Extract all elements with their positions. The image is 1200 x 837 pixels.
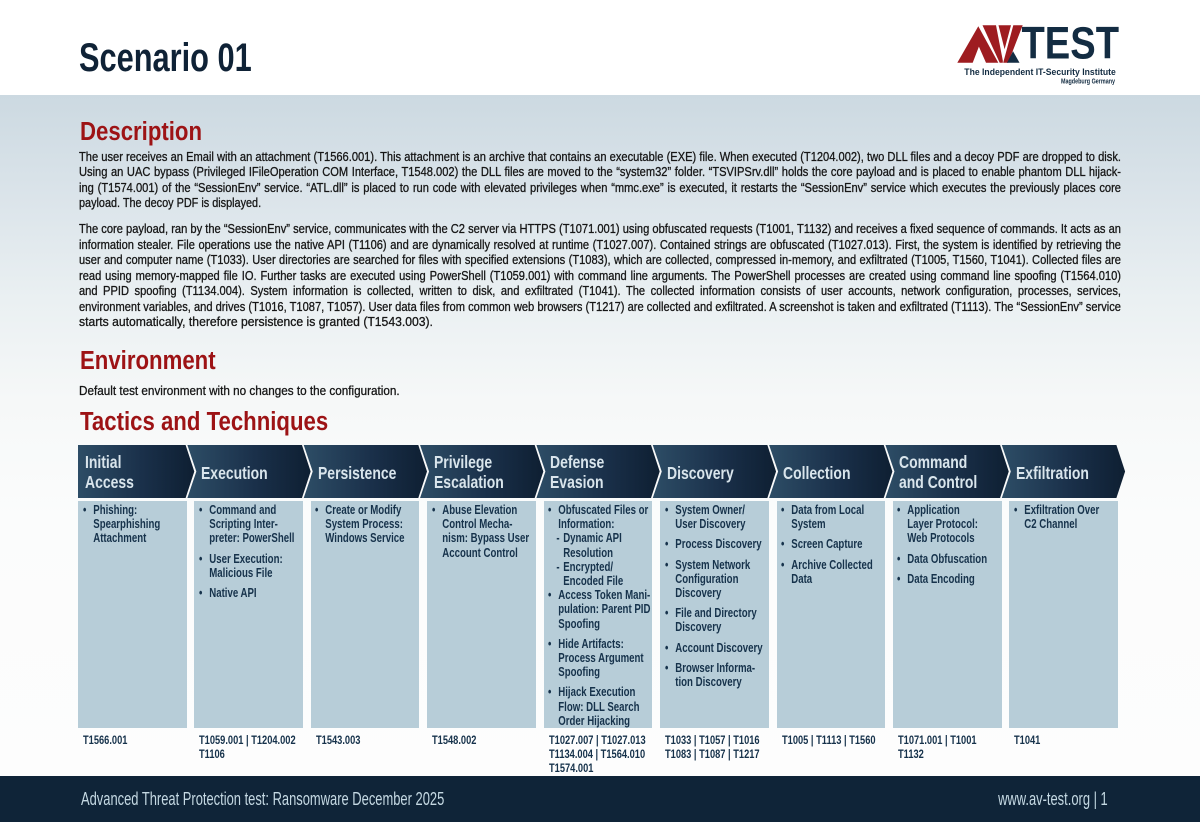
svg-text:Magdeburg Germany: Magdeburg Germany — [1061, 77, 1116, 86]
svg-text:The Independent IT-Security In: The Independent IT-Security Institute — [964, 67, 1116, 77]
svg-text:TEST: TEST — [1022, 18, 1120, 69]
